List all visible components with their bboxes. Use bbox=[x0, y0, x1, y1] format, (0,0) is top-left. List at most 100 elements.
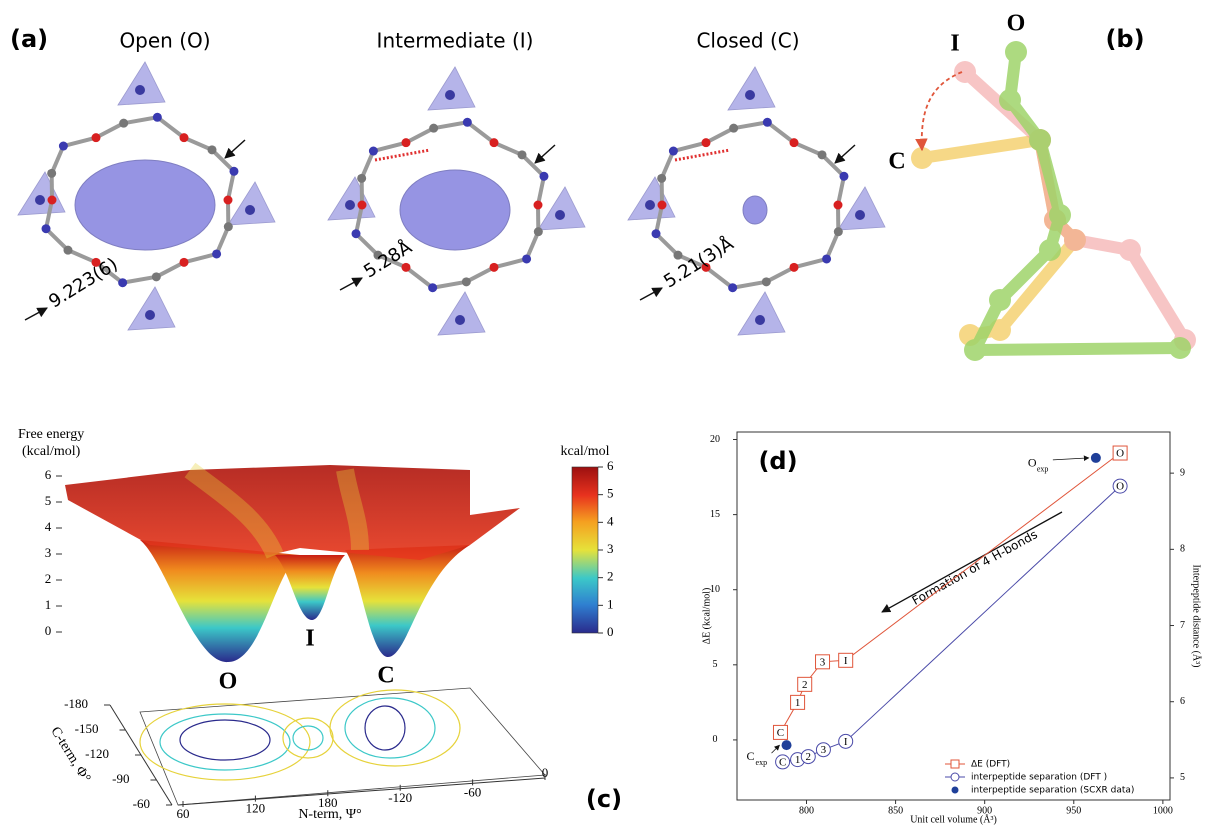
x-tick-label: 950 bbox=[1066, 805, 1081, 816]
atom bbox=[669, 147, 678, 156]
tetrahedron bbox=[228, 182, 275, 225]
atom bbox=[539, 172, 548, 181]
atom bbox=[522, 254, 531, 263]
bond bbox=[794, 259, 827, 267]
atom bbox=[180, 133, 189, 142]
bond bbox=[184, 254, 217, 262]
atom bbox=[1169, 337, 1191, 359]
atom bbox=[964, 339, 986, 361]
colorbar-tick-label: 3 bbox=[607, 541, 614, 556]
colorbar-tick-label: 6 bbox=[607, 458, 614, 473]
bond bbox=[434, 122, 468, 128]
atom bbox=[445, 90, 455, 100]
atom bbox=[855, 210, 865, 220]
atom bbox=[48, 196, 57, 205]
x-tick-label: 850 bbox=[888, 805, 903, 816]
bond bbox=[46, 229, 68, 250]
atom bbox=[989, 289, 1011, 311]
minimum-label: I bbox=[305, 626, 314, 652]
y2-tick-label: 5 bbox=[1180, 772, 1185, 783]
bond bbox=[406, 128, 434, 142]
atom bbox=[118, 278, 127, 287]
hbond bbox=[375, 150, 430, 160]
atom bbox=[212, 249, 221, 258]
y-tick-label: -90 bbox=[112, 771, 129, 786]
colorbar-tick-label: 0 bbox=[607, 624, 614, 639]
x-axis-title: N-term, Ψ° bbox=[298, 807, 361, 822]
transition-arrow bbox=[922, 72, 962, 150]
y2-tick-label: 8 bbox=[1180, 544, 1185, 555]
x-tick-label: 60 bbox=[177, 806, 190, 821]
void bbox=[75, 160, 215, 250]
atom bbox=[357, 174, 366, 183]
point-label: 2 bbox=[802, 679, 808, 691]
atom bbox=[224, 222, 233, 231]
atom bbox=[790, 263, 799, 272]
pointer-arrow bbox=[225, 140, 245, 158]
legend-label: interpeptide separation (DFT ) bbox=[971, 773, 1107, 783]
atom bbox=[463, 118, 472, 127]
atom bbox=[839, 172, 848, 181]
panel-a: (a)Open (O)9.223(6)Intermediate (I)5.28Å… bbox=[10, 25, 885, 335]
atom bbox=[657, 174, 666, 183]
atom bbox=[455, 315, 465, 325]
atom bbox=[534, 201, 543, 210]
point-label: 2 bbox=[806, 751, 812, 763]
atom bbox=[834, 227, 843, 236]
bond bbox=[706, 128, 734, 142]
x-tick-label: -60 bbox=[464, 784, 481, 799]
molecule bbox=[628, 67, 885, 335]
bond bbox=[124, 117, 158, 123]
atom bbox=[518, 150, 527, 159]
pointer-arrow bbox=[835, 145, 855, 163]
x-tick-label: 0 bbox=[542, 765, 549, 780]
atom bbox=[729, 124, 738, 133]
tetrahedron bbox=[118, 62, 165, 105]
z-tick-label: 0 bbox=[45, 623, 52, 638]
atom bbox=[645, 200, 655, 210]
ball-and-stick bbox=[964, 41, 1191, 361]
atom bbox=[224, 196, 233, 205]
bond bbox=[1130, 250, 1185, 340]
surface-plateau bbox=[65, 465, 520, 560]
z-tick-label: 5 bbox=[45, 493, 52, 508]
atom bbox=[555, 210, 565, 220]
bond bbox=[96, 123, 124, 137]
tetrahedron bbox=[838, 187, 885, 230]
structure-title: Intermediate (I) bbox=[377, 29, 534, 53]
y-tick-label: -150 bbox=[75, 721, 99, 736]
bond bbox=[794, 143, 822, 155]
colorbar-tick-label: 2 bbox=[607, 569, 614, 584]
atom bbox=[119, 119, 128, 128]
atom bbox=[245, 205, 255, 215]
tetrahedron bbox=[738, 292, 785, 335]
tetrahedron bbox=[438, 292, 485, 335]
bond bbox=[494, 259, 527, 267]
colorbar bbox=[572, 467, 598, 633]
marker bbox=[1091, 453, 1101, 463]
atom bbox=[152, 272, 161, 281]
bond bbox=[406, 267, 433, 287]
legend-marker bbox=[952, 787, 959, 794]
y-tick-label: -180 bbox=[64, 696, 88, 711]
distance-label: 5.28Å bbox=[360, 236, 417, 283]
atom bbox=[1039, 239, 1061, 261]
atom bbox=[763, 118, 772, 127]
minimum-label: C bbox=[377, 663, 394, 689]
atom bbox=[92, 133, 101, 142]
atom bbox=[462, 277, 471, 286]
y-tick-label: 0 bbox=[713, 734, 718, 745]
x-tick-label: -120 bbox=[388, 790, 412, 805]
panel-label: (b) bbox=[1105, 25, 1144, 53]
atom bbox=[911, 147, 933, 169]
panel-label: (d) bbox=[758, 447, 797, 475]
point-label: C bbox=[777, 727, 784, 739]
point-label: O bbox=[1028, 456, 1037, 470]
z-tick-label: 3 bbox=[45, 545, 52, 560]
bond bbox=[922, 140, 1040, 158]
pointer-arrow bbox=[535, 145, 555, 163]
bond bbox=[466, 267, 494, 281]
atom bbox=[673, 251, 682, 260]
point-label-sub: exp bbox=[756, 758, 768, 767]
